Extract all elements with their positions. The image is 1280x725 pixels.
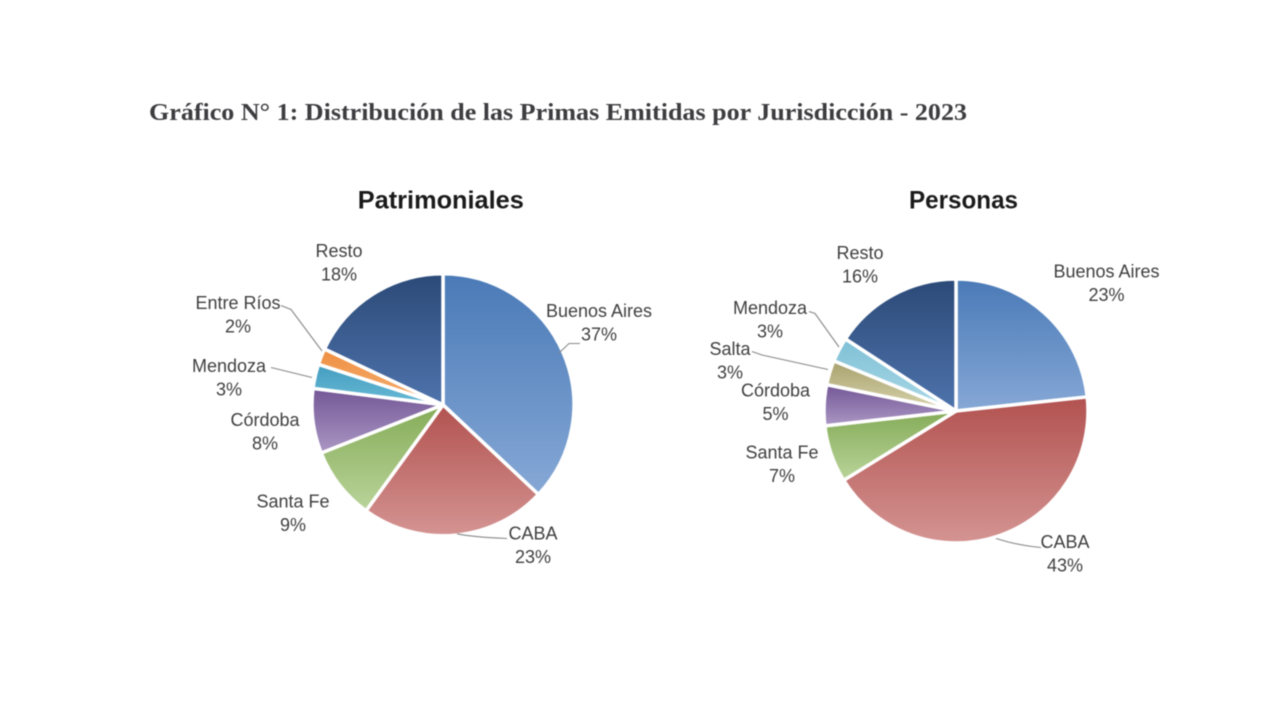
svg-text:7%: 7% [769,466,795,486]
svg-text:16%: 16% [842,267,878,287]
svg-text:Resto: Resto [315,241,362,261]
svg-text:2%: 2% [225,317,251,337]
svg-text:37%: 37% [581,325,617,345]
svg-text:3%: 3% [717,363,743,383]
svg-text:3%: 3% [757,322,783,342]
svg-text:43%: 43% [1047,556,1083,576]
svg-text:3%: 3% [216,380,242,400]
svg-text:Salta: Salta [709,339,751,359]
svg-text:Resto: Resto [836,243,883,263]
svg-text:18%: 18% [321,265,357,285]
svg-text:Santa Fe: Santa Fe [256,492,329,512]
svg-text:Mendoza: Mendoza [192,356,267,376]
svg-text:23%: 23% [1088,285,1124,305]
svg-text:Mendoza: Mendoza [733,298,808,318]
svg-text:CABA: CABA [1040,532,1089,552]
svg-text:Córdoba: Córdoba [741,381,811,401]
svg-text:Patrimoniales: Patrimoniales [358,187,524,215]
svg-text:Personas: Personas [909,187,1018,215]
svg-text:Buenos Aires: Buenos Aires [546,301,652,321]
svg-text:5%: 5% [762,404,788,424]
svg-text:Buenos Aires: Buenos Aires [1053,262,1159,282]
svg-text:Gráfico N° 1: Distribución de: Gráfico N° 1: Distribución de las Primas… [149,100,967,126]
svg-text:8%: 8% [252,434,278,454]
svg-text:Córdoba: Córdoba [230,410,300,430]
svg-text:9%: 9% [280,515,306,535]
svg-text:Entre Ríos: Entre Ríos [195,293,280,313]
svg-text:CABA: CABA [508,524,557,544]
svg-text:Santa Fe: Santa Fe [745,443,818,463]
svg-text:23%: 23% [515,547,551,567]
